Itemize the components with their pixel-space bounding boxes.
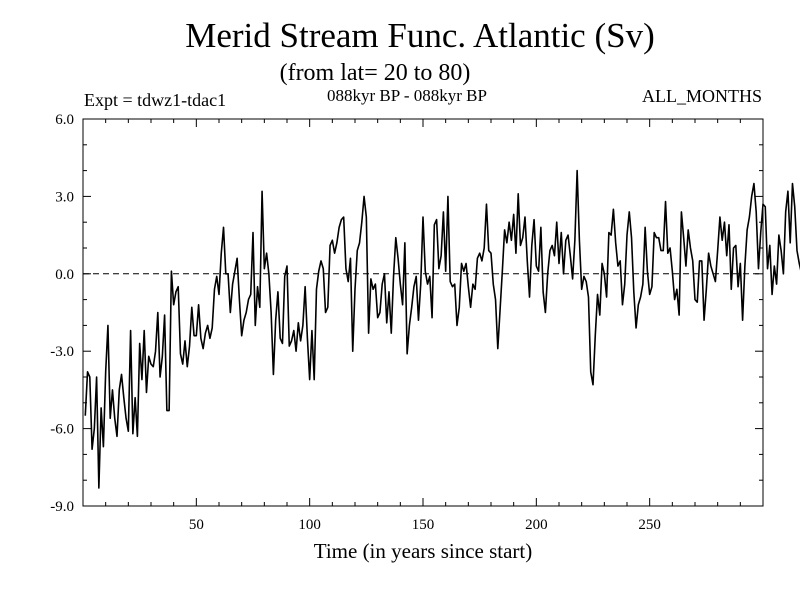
y-tick-label: -9.0: [50, 499, 74, 515]
period-label: 088kyr BP - 088kyr BP: [327, 86, 487, 105]
x-tick-label: 150: [412, 517, 435, 533]
series-line: [84, 169, 800, 489]
x-tick-label: 250: [638, 517, 661, 533]
y-tick-label: -3.0: [50, 344, 74, 360]
x-tick-label: 50: [189, 517, 204, 533]
x-tick-label: 100: [298, 517, 321, 533]
x-axis-title: Time (in years since start): [314, 539, 533, 563]
y-tick-label: 3.0: [55, 189, 74, 205]
x-tick-label: 200: [525, 517, 548, 533]
y-tick-label: 0.0: [55, 267, 74, 283]
y-tick-label: 6.0: [55, 112, 74, 128]
months-label: ALL_MONTHS: [642, 86, 762, 106]
plot-frame: [82, 118, 764, 507]
chart-subtitle: (from lat= 20 to 80): [279, 60, 471, 86]
experiment-label: Expt = tdwz1-tdac1: [84, 90, 227, 110]
y-tick-label: -6.0: [50, 422, 74, 438]
chart-title: Merid Stream Func. Atlantic (Sv): [185, 16, 655, 55]
